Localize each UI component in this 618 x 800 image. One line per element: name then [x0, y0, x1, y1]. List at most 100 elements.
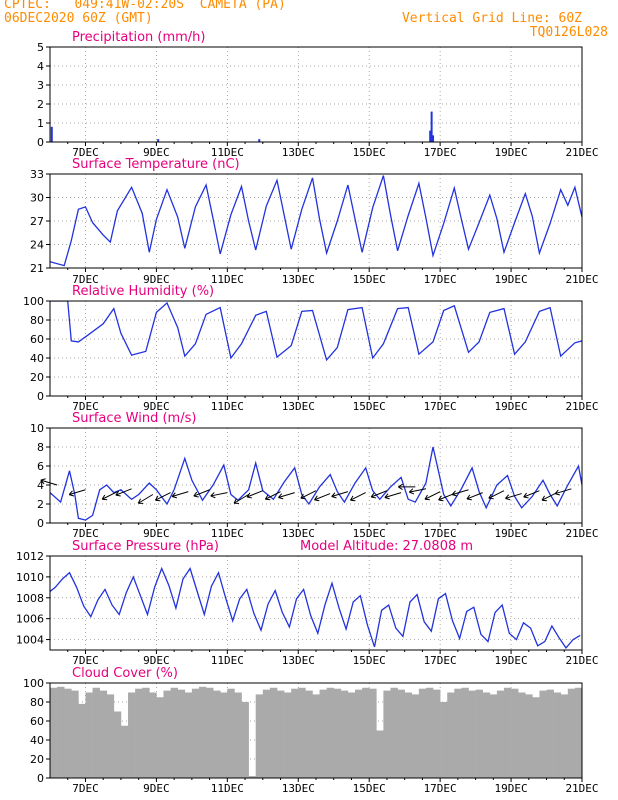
temperature-panel: 21 24 27 30 33 7DEC 9DEC 11DEC 13DEC 15DEC 17DEC 19…	[30, 157, 599, 286]
cloud-bar	[85, 692, 93, 778]
humidity-title: Relative Humidity (%)	[72, 284, 214, 299]
cloud-bar	[319, 689, 327, 778]
wind-arrow	[398, 483, 416, 491]
cloud-bar	[156, 697, 164, 778]
cloud-bar	[496, 690, 505, 778]
humidity-ytick-label: 20	[30, 371, 44, 384]
cloud-bar	[312, 694, 320, 778]
cloud-bar	[447, 692, 455, 778]
precip-ytick-label: 1	[37, 117, 44, 130]
wind-arrow	[408, 488, 427, 495]
precip-frame	[49, 46, 583, 143]
cloud-bar	[170, 687, 178, 778]
wind-arrow	[541, 492, 558, 502]
humidity-panel: 0 20 40 60 80 100 7DEC 9DEC 11DEC 13DEC 15DEC 17DEC…	[23, 284, 599, 413]
wind-series-line	[50, 446, 582, 521]
humidity-frame	[49, 300, 583, 397]
cloud-panel: 0 20 40 60 80 100 7DEC 9DEC 11DEC 13DEC 15DEC 17DEC…	[23, 666, 599, 795]
temperature-ytick-label: 33	[30, 168, 44, 181]
precip-bar	[157, 139, 160, 142]
cloud-bar	[255, 694, 264, 778]
humidity-ytick-label: 40	[30, 352, 44, 365]
temperature-xtick-label: 17DEC	[424, 273, 457, 286]
temperature-ytick-label: 21	[30, 262, 44, 275]
cloud-bar	[511, 688, 519, 778]
wind-ytick-label: 8	[37, 441, 44, 454]
cloud-bar	[518, 692, 526, 778]
wind-arrow	[554, 488, 572, 496]
cloud-bar	[305, 690, 313, 778]
temperature-ytick-label: 24	[30, 239, 44, 252]
cloud-bar	[149, 692, 157, 778]
pressure-panel: 1004 1006 1008 1010 1012 7DEC 9DEC 11DEC 13DEC 15…	[16, 539, 599, 667]
cloud-ytick-label: 80	[30, 696, 44, 709]
precip-bar	[429, 130, 432, 142]
wind-arrow	[193, 489, 210, 498]
cloud-bar	[567, 688, 576, 778]
humidity-xtick-label: 21DEC	[565, 400, 598, 413]
cloud-xtick-label: 7DEC	[72, 782, 99, 795]
cloud-xtick-label: 11DEC	[211, 782, 244, 795]
wind-arrow	[523, 490, 540, 499]
precip-xtick-label: 17DEC	[424, 146, 457, 159]
cloud-bar	[92, 687, 100, 778]
cloud-bar	[560, 694, 569, 778]
pressure-xtick-label: 9DEC	[143, 654, 170, 667]
cloud-bar	[298, 687, 306, 778]
header-run: 06DEC2020 60Z (GMT)	[4, 11, 153, 26]
cloud-bar	[404, 692, 413, 778]
cloud-ytick-label: 60	[30, 715, 44, 728]
header-coords: 049:41W-02:20S	[74, 0, 185, 12]
humidity-series-line	[50, 301, 582, 362]
precip-panel: 0 1 2 3 4 5 7DEC 9DEC 11DEC 13DEC 15DEC 17DEC 19DEC 2…	[37, 30, 599, 159]
humidity-xtick-label: 11DEC	[211, 400, 244, 413]
temperature-xtick-label: 15DEC	[353, 273, 386, 286]
pressure-ytick-label: 1010	[16, 571, 44, 584]
humidity-ytick-label: 0	[37, 390, 44, 403]
wind-xtick-label: 11DEC	[211, 527, 244, 540]
cloud-bar	[184, 692, 193, 778]
cloud-bar	[113, 711, 122, 778]
pressure-ytick-label: 1006	[16, 613, 44, 626]
temperature-xtick-label: 11DEC	[211, 273, 244, 286]
pressure-xtick-label: 19DEC	[495, 654, 528, 667]
precip-xtick-label: 9DEC	[143, 146, 170, 159]
precip-bar	[258, 139, 261, 142]
cloud-bar	[248, 776, 257, 778]
precip-ytick-label: 0	[37, 136, 44, 149]
precip-xtick-label: 21DEC	[565, 146, 598, 159]
wind-arrow	[40, 478, 58, 486]
cloud-bar	[234, 692, 242, 778]
cloud-bar	[433, 689, 441, 778]
wind-arrow	[68, 489, 86, 497]
wind-title: Surface Wind (m/s)	[72, 411, 196, 426]
precip-xtick-label: 15DEC	[353, 146, 386, 159]
cloud-ytick-label: 20	[30, 753, 44, 766]
cloud-bar	[50, 687, 58, 778]
cloud-bar	[411, 694, 420, 778]
precip-ytick-label: 4	[37, 60, 44, 73]
wind-arrow	[424, 491, 441, 501]
cloud-bar	[276, 690, 285, 778]
temperature-ytick-label: 30	[30, 192, 44, 205]
wind-xtick-label: 9DEC	[143, 527, 170, 540]
pressure-xtick-label: 11DEC	[211, 654, 244, 667]
precip-ytick-label: 3	[37, 79, 44, 92]
wind-arrow	[331, 491, 349, 499]
pressure-xtick-label: 7DEC	[72, 654, 99, 667]
wind-ytick-label: 0	[37, 517, 44, 530]
wind-xtick-label: 15DEC	[353, 527, 386, 540]
header-source: CPTEC:	[4, 0, 51, 12]
cloud-ytick-label: 40	[30, 734, 44, 747]
cloud-bar	[475, 689, 483, 778]
cloud-bar	[106, 694, 115, 778]
temperature-xtick-label: 9DEC	[143, 273, 170, 286]
humidity-xtick-label: 13DEC	[282, 400, 315, 413]
wind-xtick-label: 7DEC	[72, 527, 99, 540]
pressure-ytick-label: 1004	[16, 634, 44, 647]
cloud-xtick-label: 15DEC	[353, 782, 386, 795]
temperature-xtick-label: 13DEC	[282, 273, 315, 286]
precip-ytick-label: 2	[37, 98, 44, 111]
wind-arrow	[384, 492, 402, 500]
